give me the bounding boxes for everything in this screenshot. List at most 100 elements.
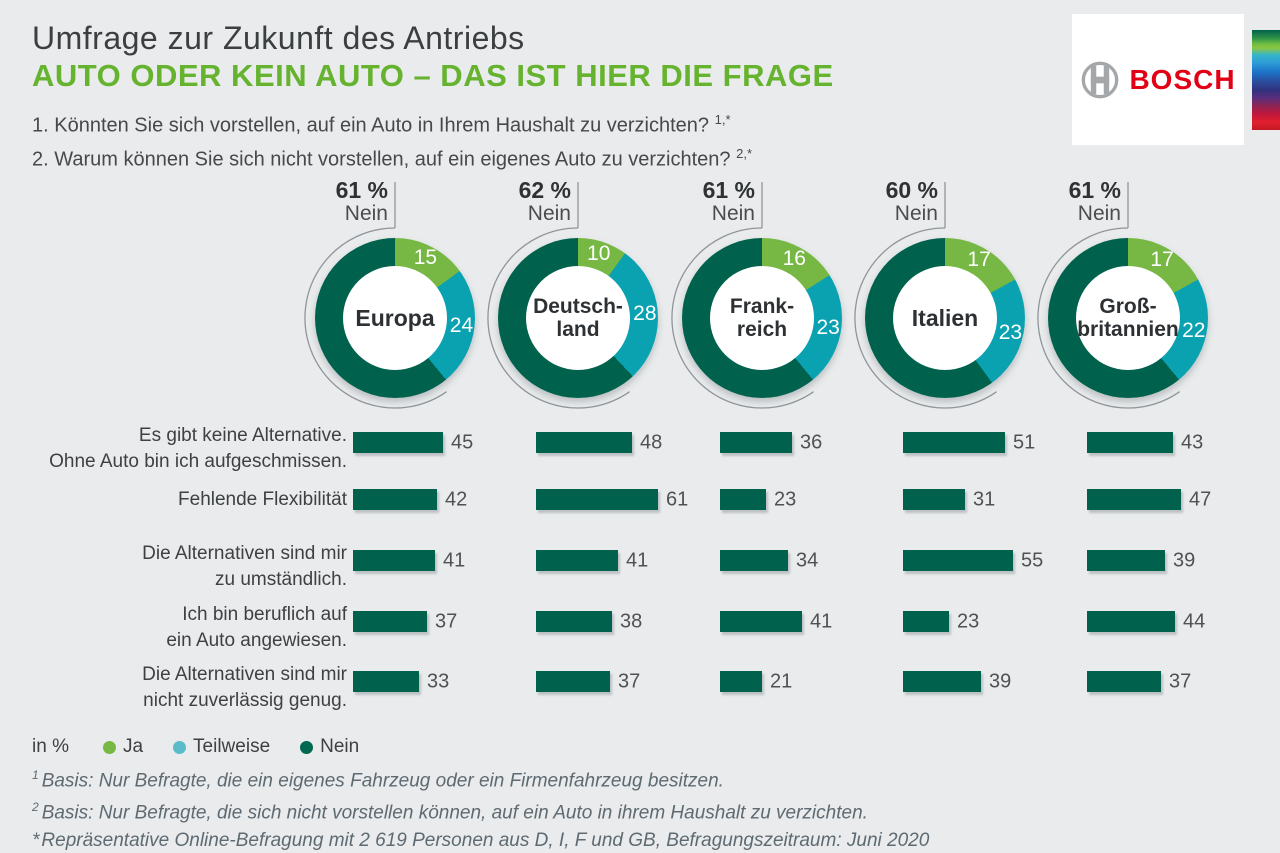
donut-callout-Großbritannien: 61 % Nein [1069, 178, 1121, 226]
donut-callout-Italien: 60 % Nein [886, 178, 938, 226]
donut-center-Großbritannien: Groß-britannien [1076, 266, 1180, 370]
callout-value: 60 % [885, 177, 938, 203]
bar-value: 41 [626, 549, 649, 571]
donut-Europa: 61 % Nein 15 24 Europa [295, 176, 495, 426]
callout-value: 61 % [335, 177, 388, 203]
footnote-2: 2 Basis: Nur Befragte, die sich nicht vor… [32, 794, 929, 826]
callout-value: 62 % [518, 177, 571, 203]
slice-value-teilweise: 24 [449, 314, 474, 338]
bar-value: 36 [800, 431, 823, 453]
footnote-text: Repräsentative Online-Befragung mit 2 61… [41, 829, 930, 851]
country-name: Europa [355, 304, 435, 331]
bar-row-label-line: Fehlende Flexibilität [178, 488, 347, 510]
legend-unit-label: in % [32, 736, 69, 757]
donut-outline-and-callout-line [671, 182, 814, 409]
donut-callout-Europa: 61 % Nein [336, 178, 388, 226]
slice-value-ja: 16 [782, 247, 806, 271]
bar-value: 23 [957, 610, 980, 632]
bar-value: 21 [770, 670, 793, 692]
slice-value-ja: 17 [967, 248, 991, 272]
slice-value-teilweise: 23 [998, 320, 1023, 344]
donut-Deutschland: 62 % Nein 10 28 Deutsch-land [478, 176, 678, 426]
chart-legend: in % Ja Teilweise Nein [32, 736, 389, 758]
slice-value-teilweise: 22 [1182, 318, 1206, 342]
bar-Europa [353, 611, 427, 632]
donut-Großbritannien: 61 % Nein 17 22 Groß-britannien [1028, 176, 1228, 426]
bar-row-label-line: Ohne Auto bin ich aufgeschmissen. [49, 450, 347, 472]
country-name-line: reich [736, 318, 788, 341]
bar-row-label-line: Die Alternativen sind mir [142, 663, 347, 685]
legend-label: Teilweise [193, 736, 271, 757]
bar-Italien [903, 671, 981, 692]
donut-outline-and-callout-line [487, 182, 630, 409]
country-name: Deutsch-land [533, 295, 623, 341]
bar-Großbritannien [1087, 432, 1173, 453]
bosch-supergraphic-stripe [1252, 30, 1280, 130]
bar-value: 45 [451, 431, 474, 453]
bar-Europa [353, 432, 443, 453]
question-1-footnote-marker: 1,* [714, 112, 731, 127]
legend-label: Nein [320, 736, 360, 757]
bar-value: 37 [1169, 670, 1192, 692]
footnote-text: Basis: Nur Befragte, die ein eigenes Fah… [41, 770, 724, 792]
legend-item-ja: Ja [102, 736, 143, 758]
bar-row-label: Die Alternativen sind mir nicht zuverläss… [17, 662, 347, 714]
footnote-1: 1 Basis: Nur Befragte, die ein eigenes Fa… [32, 762, 929, 794]
country-name: Frank-reich [730, 295, 794, 341]
bar-row-label-line: Die Alternativen sind mir [142, 542, 347, 564]
bar-Deutschland [536, 671, 610, 692]
bar-value: 42 [445, 488, 468, 510]
bar-value: 44 [1183, 610, 1206, 632]
bar-Frankreich [720, 611, 802, 632]
country-name: Groß-britannien [1077, 295, 1179, 341]
bar-value: 38 [620, 610, 643, 632]
donut-Italien: 60 % Nein 17 23 Italien [845, 176, 1045, 426]
callout-value: 61 % [702, 177, 755, 203]
donut-callout-Frankreich: 61 % Nein [703, 178, 755, 226]
bar-Frankreich [720, 489, 766, 510]
country-name-line: Groß- [1099, 295, 1157, 318]
donut-center-Italien: Italien [893, 266, 997, 370]
bar-Frankreich [720, 550, 788, 571]
slice-value-ja: 10 [587, 242, 611, 266]
survey-questions: 1. Könnten Sie sich vorstellen, auf ein … [32, 106, 752, 173]
slice-value-ja: 17 [1150, 248, 1174, 272]
bar-row-label: Es gibt keine Alternative. Ohne Auto bin … [17, 423, 347, 475]
country-name-line: Frank- [729, 295, 795, 318]
callout-value: 61 % [1068, 177, 1121, 203]
bar-row-label-line: zu umständlich. [214, 568, 347, 590]
bar-value: 37 [618, 670, 641, 692]
country-name-line: britannien [1077, 318, 1179, 341]
bar-row-label-line: Es gibt keine Alternative. [138, 424, 347, 446]
bar-value: 41 [443, 549, 466, 571]
donut-Frankreich: 61 % Nein 16 23 Frank-reich [662, 176, 862, 426]
country-name-line: Italien [911, 304, 979, 331]
callout-label: Nein [527, 202, 571, 225]
page-surtitle: Umfrage zur Zukunft des Antriebs [32, 20, 525, 56]
legend-item-teilweise: Teilweise [173, 736, 270, 758]
bar-value: 48 [640, 431, 663, 453]
bar-Deutschland [536, 550, 618, 571]
bar-value: 34 [796, 549, 819, 571]
bar-Großbritannien [1087, 489, 1181, 510]
question-2: 2. Warum können Sie sich nicht vorstelle… [32, 145, 753, 171]
bar-Großbritannien [1087, 550, 1165, 571]
bar-value: 39 [989, 670, 1012, 692]
bar-value: 39 [1173, 549, 1196, 571]
footnote-3: * Repräsentative Online-Befragung mit 2 6… [32, 827, 929, 853]
footnote-marker: 2 [32, 800, 39, 815]
donut-center-Frankreich: Frank-reich [710, 266, 814, 370]
bosch-logo: BOSCH [1072, 14, 1244, 145]
bar-Frankreich [720, 671, 762, 692]
bar-Italien [903, 611, 949, 632]
country-name-line: Deutsch- [533, 295, 623, 318]
bar-value: 23 [774, 488, 797, 510]
donut-outline-and-callout-line [1037, 182, 1180, 409]
bar-row-label: Ich bin beruflich auf ein Auto angewiesen… [17, 602, 347, 654]
bar-Deutschland [536, 611, 612, 632]
bar-value: 33 [427, 670, 450, 692]
country-name-line: Europa [355, 304, 435, 331]
donut-outline-and-callout-line [854, 182, 997, 409]
bar-value: 47 [1189, 488, 1212, 510]
